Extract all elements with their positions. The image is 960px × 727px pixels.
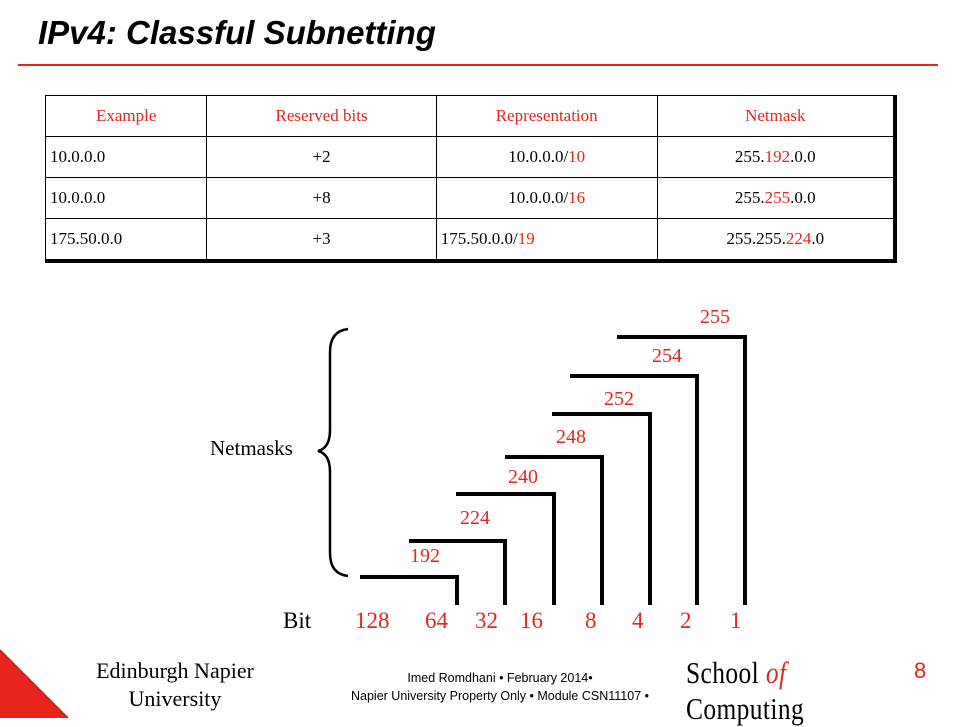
bit-value: 16	[520, 608, 543, 633]
university-name-line2: University	[128, 686, 222, 711]
bit-value: 8	[585, 608, 597, 633]
bit-row-label: Bit	[283, 608, 312, 633]
bit-value: 128	[355, 608, 390, 633]
table-row: 175.50.0.0 +3 175.50.0.0/19 255.255.224.…	[44, 218, 896, 262]
representation-base: 10.0.0.0/	[508, 147, 569, 166]
mask-value: 252	[604, 388, 634, 410]
netmask-highlight: 224	[785, 229, 812, 248]
footer-credit-line1: Imed Romdhani • February 2014•	[407, 671, 593, 685]
mask-value: 254	[652, 345, 682, 367]
footer-credit: Imed Romdhani • February 2014• Napier Un…	[290, 669, 710, 705]
mask-value: 192	[410, 545, 440, 567]
representation-base: 10.0.0.0/	[508, 188, 569, 207]
netmask-start: 255.255.	[726, 229, 786, 248]
cell-example: 175.50.0.0	[44, 218, 208, 262]
netmask-start: 255.	[734, 188, 765, 207]
university-name-line1: Edinburgh Napier	[96, 658, 254, 683]
header-representation: Representation	[435, 95, 658, 137]
netmask-end: .0.0	[790, 188, 816, 207]
cell-representation: 10.0.0.0/16	[435, 177, 658, 219]
mask-line-224	[409, 539, 507, 605]
header-example: Example	[44, 95, 208, 137]
mask-line-254	[570, 374, 699, 605]
representation-prefix: 19	[517, 229, 535, 248]
representation-prefix: 16	[568, 188, 586, 207]
cell-netmask: 255.255.224.0	[656, 218, 896, 262]
bit-value: 4	[632, 608, 644, 633]
school-word: School	[686, 655, 766, 690]
representation-base: 175.50.0.0/	[440, 229, 518, 248]
cell-example: 10.0.0.0	[44, 177, 208, 219]
mask-value: 248	[556, 426, 586, 448]
university-name: Edinburgh Napier University	[60, 657, 290, 713]
bit-value: 2	[680, 608, 692, 633]
netmask-start: 255.	[734, 147, 765, 166]
mask-line-192	[360, 575, 459, 605]
mask-line-240	[456, 492, 556, 605]
mask-line-255	[617, 335, 747, 605]
mask-line-252	[552, 412, 652, 605]
bit-value: 1	[730, 608, 742, 633]
footer-credit-line2: Napier University Property Only • Module…	[351, 689, 649, 703]
cell-reserved-bits: +2	[206, 136, 437, 178]
of-word: of	[765, 655, 787, 690]
mask-value: 240	[508, 466, 538, 488]
page-number: 8	[914, 658, 927, 683]
netmask-end: .0.0	[790, 147, 816, 166]
bit-value: 32	[475, 608, 498, 633]
netmasks-brace	[317, 327, 349, 578]
cell-representation: 175.50.0.0/19	[435, 218, 658, 262]
netmask-highlight: 255	[764, 188, 791, 207]
representation-prefix: 10	[568, 147, 586, 166]
computing-word: Computing	[686, 691, 805, 726]
header-reserved-bits: Reserved bits	[206, 95, 437, 137]
netmasks-label: Netmasks	[210, 436, 293, 460]
bit-value: 64	[425, 608, 448, 633]
title-divider	[18, 64, 938, 66]
slide-title: IPv4: Classful Subnetting	[38, 14, 436, 51]
cell-netmask: 255.255.0.0	[656, 177, 896, 219]
mask-line-248	[505, 455, 604, 605]
school-of-computing-logo: School of Computing	[686, 655, 911, 727]
netmask-end: .0	[811, 229, 825, 248]
table-row: 10.0.0.0 +8 10.0.0.0/16 255.255.0.0	[44, 177, 896, 219]
subnetting-table: Example Reserved bits Representation Net…	[44, 95, 897, 263]
netmask-highlight: 192	[764, 147, 791, 166]
cell-reserved-bits: +8	[206, 177, 437, 219]
mask-value: 255	[700, 306, 730, 328]
cell-reserved-bits: +3	[206, 218, 437, 262]
mask-value: 224	[460, 507, 490, 529]
cell-netmask: 255.192.0.0	[656, 136, 896, 178]
university-logo-triangle	[0, 649, 69, 719]
